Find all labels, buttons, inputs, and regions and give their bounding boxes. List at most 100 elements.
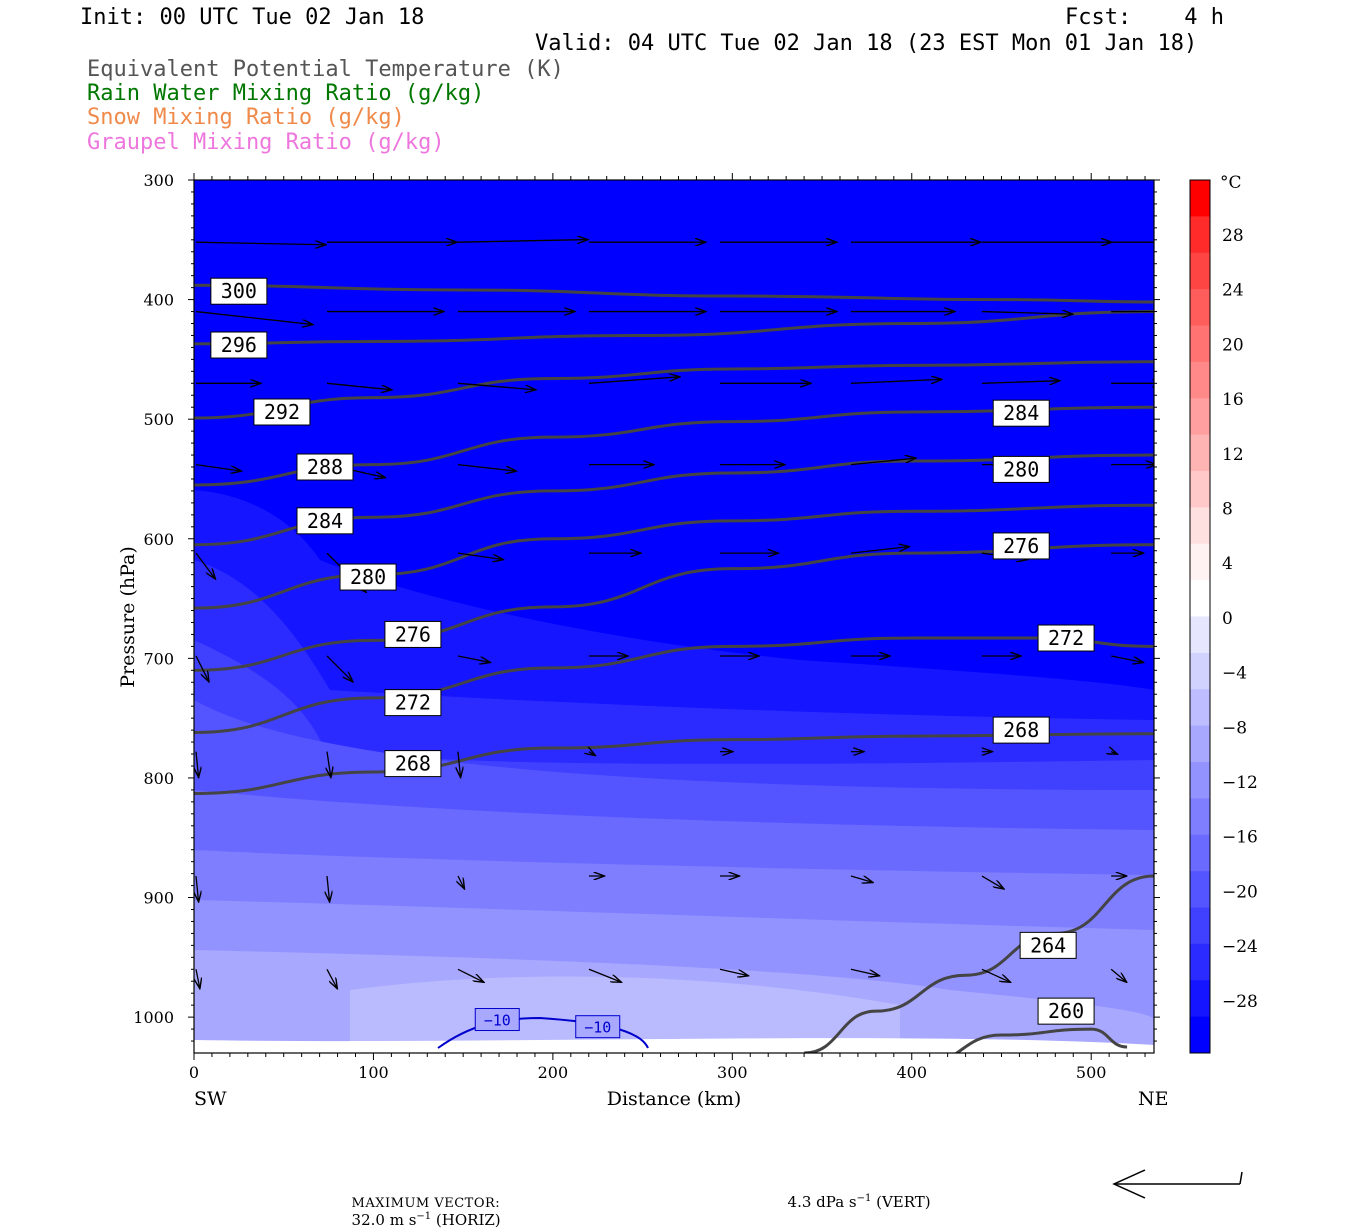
temperature-label: −10 bbox=[575, 1015, 621, 1039]
forecast-hour: Fcst: 4 h bbox=[1065, 5, 1224, 30]
colorbar-swatch bbox=[1190, 361, 1210, 399]
colorbar-tick-label: −16 bbox=[1222, 828, 1258, 848]
plot-frame bbox=[193, 179, 1155, 1054]
legend-rain: Rain Water Mixing Ratio (g/kg) bbox=[87, 81, 485, 106]
colorbar-unit: °C bbox=[1220, 173, 1242, 193]
wind-vector bbox=[196, 875, 199, 902]
theta-e-contour-276 bbox=[194, 543, 1154, 672]
legend-theta-e: Equivalent Potential Temperature (K) bbox=[87, 57, 564, 82]
theta-e-label: 268 bbox=[992, 716, 1050, 744]
theta-e-label-text: 276 bbox=[1003, 534, 1039, 558]
theta-e-labels: 300 296 292 288 284 280 276 272 268 284 280 276 272 2… bbox=[210, 277, 1095, 1025]
theta-e-label-box bbox=[1037, 997, 1095, 1025]
theta-e-label: 268 bbox=[384, 750, 442, 778]
wind-vector bbox=[850, 547, 910, 554]
wind-vector bbox=[458, 751, 461, 778]
theta-e-label-text: 264 bbox=[1030, 933, 1066, 957]
colorbar-swatch bbox=[1190, 289, 1210, 326]
x-axis: 0 100 200 300 400 500 bbox=[189, 173, 1146, 1082]
colorbar-tick-label: 24 bbox=[1222, 281, 1244, 301]
y-tick-label: 400 bbox=[143, 291, 174, 310]
theta-e-label-box bbox=[210, 331, 268, 359]
theta-e-label: 276 bbox=[992, 532, 1050, 560]
max-vector-vert: 4.3 dPa s bbox=[787, 1193, 857, 1211]
theta-e-label-text: 272 bbox=[1048, 626, 1084, 650]
theta-e-label: 284 bbox=[992, 399, 1050, 427]
theta-e-label-box bbox=[992, 455, 1050, 483]
colorbar-swatch bbox=[1190, 834, 1210, 872]
theta-e-contour-292 bbox=[194, 360, 1154, 420]
y-tick-label: 700 bbox=[143, 649, 174, 668]
theta-e-label: 272 bbox=[1037, 624, 1095, 652]
wind-vector bbox=[981, 968, 1011, 982]
temperature-label-text: −10 bbox=[484, 1012, 511, 1030]
x-tick-label: 100 bbox=[358, 1063, 389, 1082]
wind-vector bbox=[457, 463, 517, 472]
theta-e-label-box bbox=[384, 620, 442, 648]
y-tick-label: 800 bbox=[143, 769, 174, 788]
theta-e-contour-272 bbox=[194, 636, 1154, 735]
temperature-shading bbox=[194, 180, 1154, 1053]
y-tick-label: 900 bbox=[143, 889, 174, 908]
ne-label: NE bbox=[1138, 1088, 1169, 1110]
wind-vector bbox=[457, 552, 504, 560]
wind-vector bbox=[458, 875, 465, 889]
max-vector-horiz-exp: −1 bbox=[416, 1211, 432, 1222]
init-time: Init: 00 UTC Tue 02 Jan 18 bbox=[80, 5, 425, 30]
theta-e-label-text: 280 bbox=[350, 565, 386, 589]
wind-vector bbox=[981, 875, 1004, 889]
reference-vector-icon bbox=[1112, 1169, 1243, 1199]
wind-vector bbox=[850, 968, 880, 976]
wind-vector bbox=[457, 240, 588, 243]
theta-e-label-box bbox=[210, 277, 268, 305]
colorbar-swatch bbox=[1190, 762, 1210, 799]
colorbar-swatch bbox=[1190, 1016, 1210, 1054]
theta-e-label: 280 bbox=[992, 455, 1050, 483]
colorbar-swatch bbox=[1190, 398, 1210, 436]
colorbar-tick-label: 20 bbox=[1222, 335, 1244, 355]
theta-e-label-box bbox=[992, 399, 1050, 427]
theta-e-label: 260 bbox=[1037, 997, 1095, 1025]
max-vector-vert-label: 4.3 dPa s−1 (VERT) bbox=[778, 1175, 931, 1211]
x-tick-label: 500 bbox=[1076, 1063, 1107, 1082]
wind-vector bbox=[457, 968, 484, 982]
theta-e-contour-264 bbox=[804, 874, 1154, 1053]
colorbar-tick-label: 4 bbox=[1222, 554, 1233, 574]
max-vector-horiz: 32.0 m s bbox=[351, 1211, 417, 1229]
x-axis-title: Distance (km) bbox=[607, 1088, 742, 1110]
colorbar-swatch bbox=[1190, 252, 1210, 290]
colorbar-swatch bbox=[1190, 907, 1210, 945]
wind-vector bbox=[719, 968, 749, 976]
theta-e-label: 292 bbox=[253, 398, 311, 426]
temperature-label-box bbox=[575, 1015, 621, 1039]
colorbar-tick-label: −24 bbox=[1222, 937, 1258, 957]
colorbar-tick-label: −28 bbox=[1222, 992, 1258, 1012]
theta-e-label: 296 bbox=[210, 331, 268, 359]
colorbar-swatch bbox=[1190, 180, 1210, 217]
colorbar-tick-label: −20 bbox=[1222, 882, 1258, 902]
theta-e-contour-300 bbox=[194, 283, 1154, 304]
theta-e-label: 276 bbox=[384, 620, 442, 648]
y-axis-title: Pressure (hPa) bbox=[117, 546, 139, 688]
legend-snow: Snow Mixing Ratio (g/kg) bbox=[87, 105, 405, 130]
colorbar-tick-label: 0 bbox=[1222, 609, 1233, 629]
wind-vector bbox=[1111, 655, 1144, 663]
colorbar-tick-label: 8 bbox=[1222, 500, 1233, 520]
colorbar-swatch bbox=[1190, 543, 1210, 581]
theta-e-label-text: 260 bbox=[1048, 999, 1084, 1023]
colorbar-swatch bbox=[1190, 471, 1210, 508]
theta-e-label-text: 276 bbox=[395, 622, 431, 646]
colorbar-swatch bbox=[1190, 725, 1210, 763]
wind-vector bbox=[1110, 968, 1127, 982]
colorbar-swatch bbox=[1190, 507, 1210, 545]
theta-e-label-box bbox=[384, 750, 442, 778]
theta-e-label-text: 268 bbox=[1003, 718, 1039, 742]
y-tick-label: 1000 bbox=[133, 1008, 174, 1027]
wind-vector bbox=[589, 752, 596, 756]
colorbar-tick-label: 12 bbox=[1222, 445, 1244, 465]
colorbar-tick-label: −12 bbox=[1222, 773, 1258, 793]
theta-e-label-box bbox=[253, 398, 311, 426]
theta-e-label-text: 268 bbox=[395, 752, 431, 776]
wind-vector bbox=[326, 655, 353, 682]
colorbar-tick-label: −8 bbox=[1222, 718, 1247, 738]
